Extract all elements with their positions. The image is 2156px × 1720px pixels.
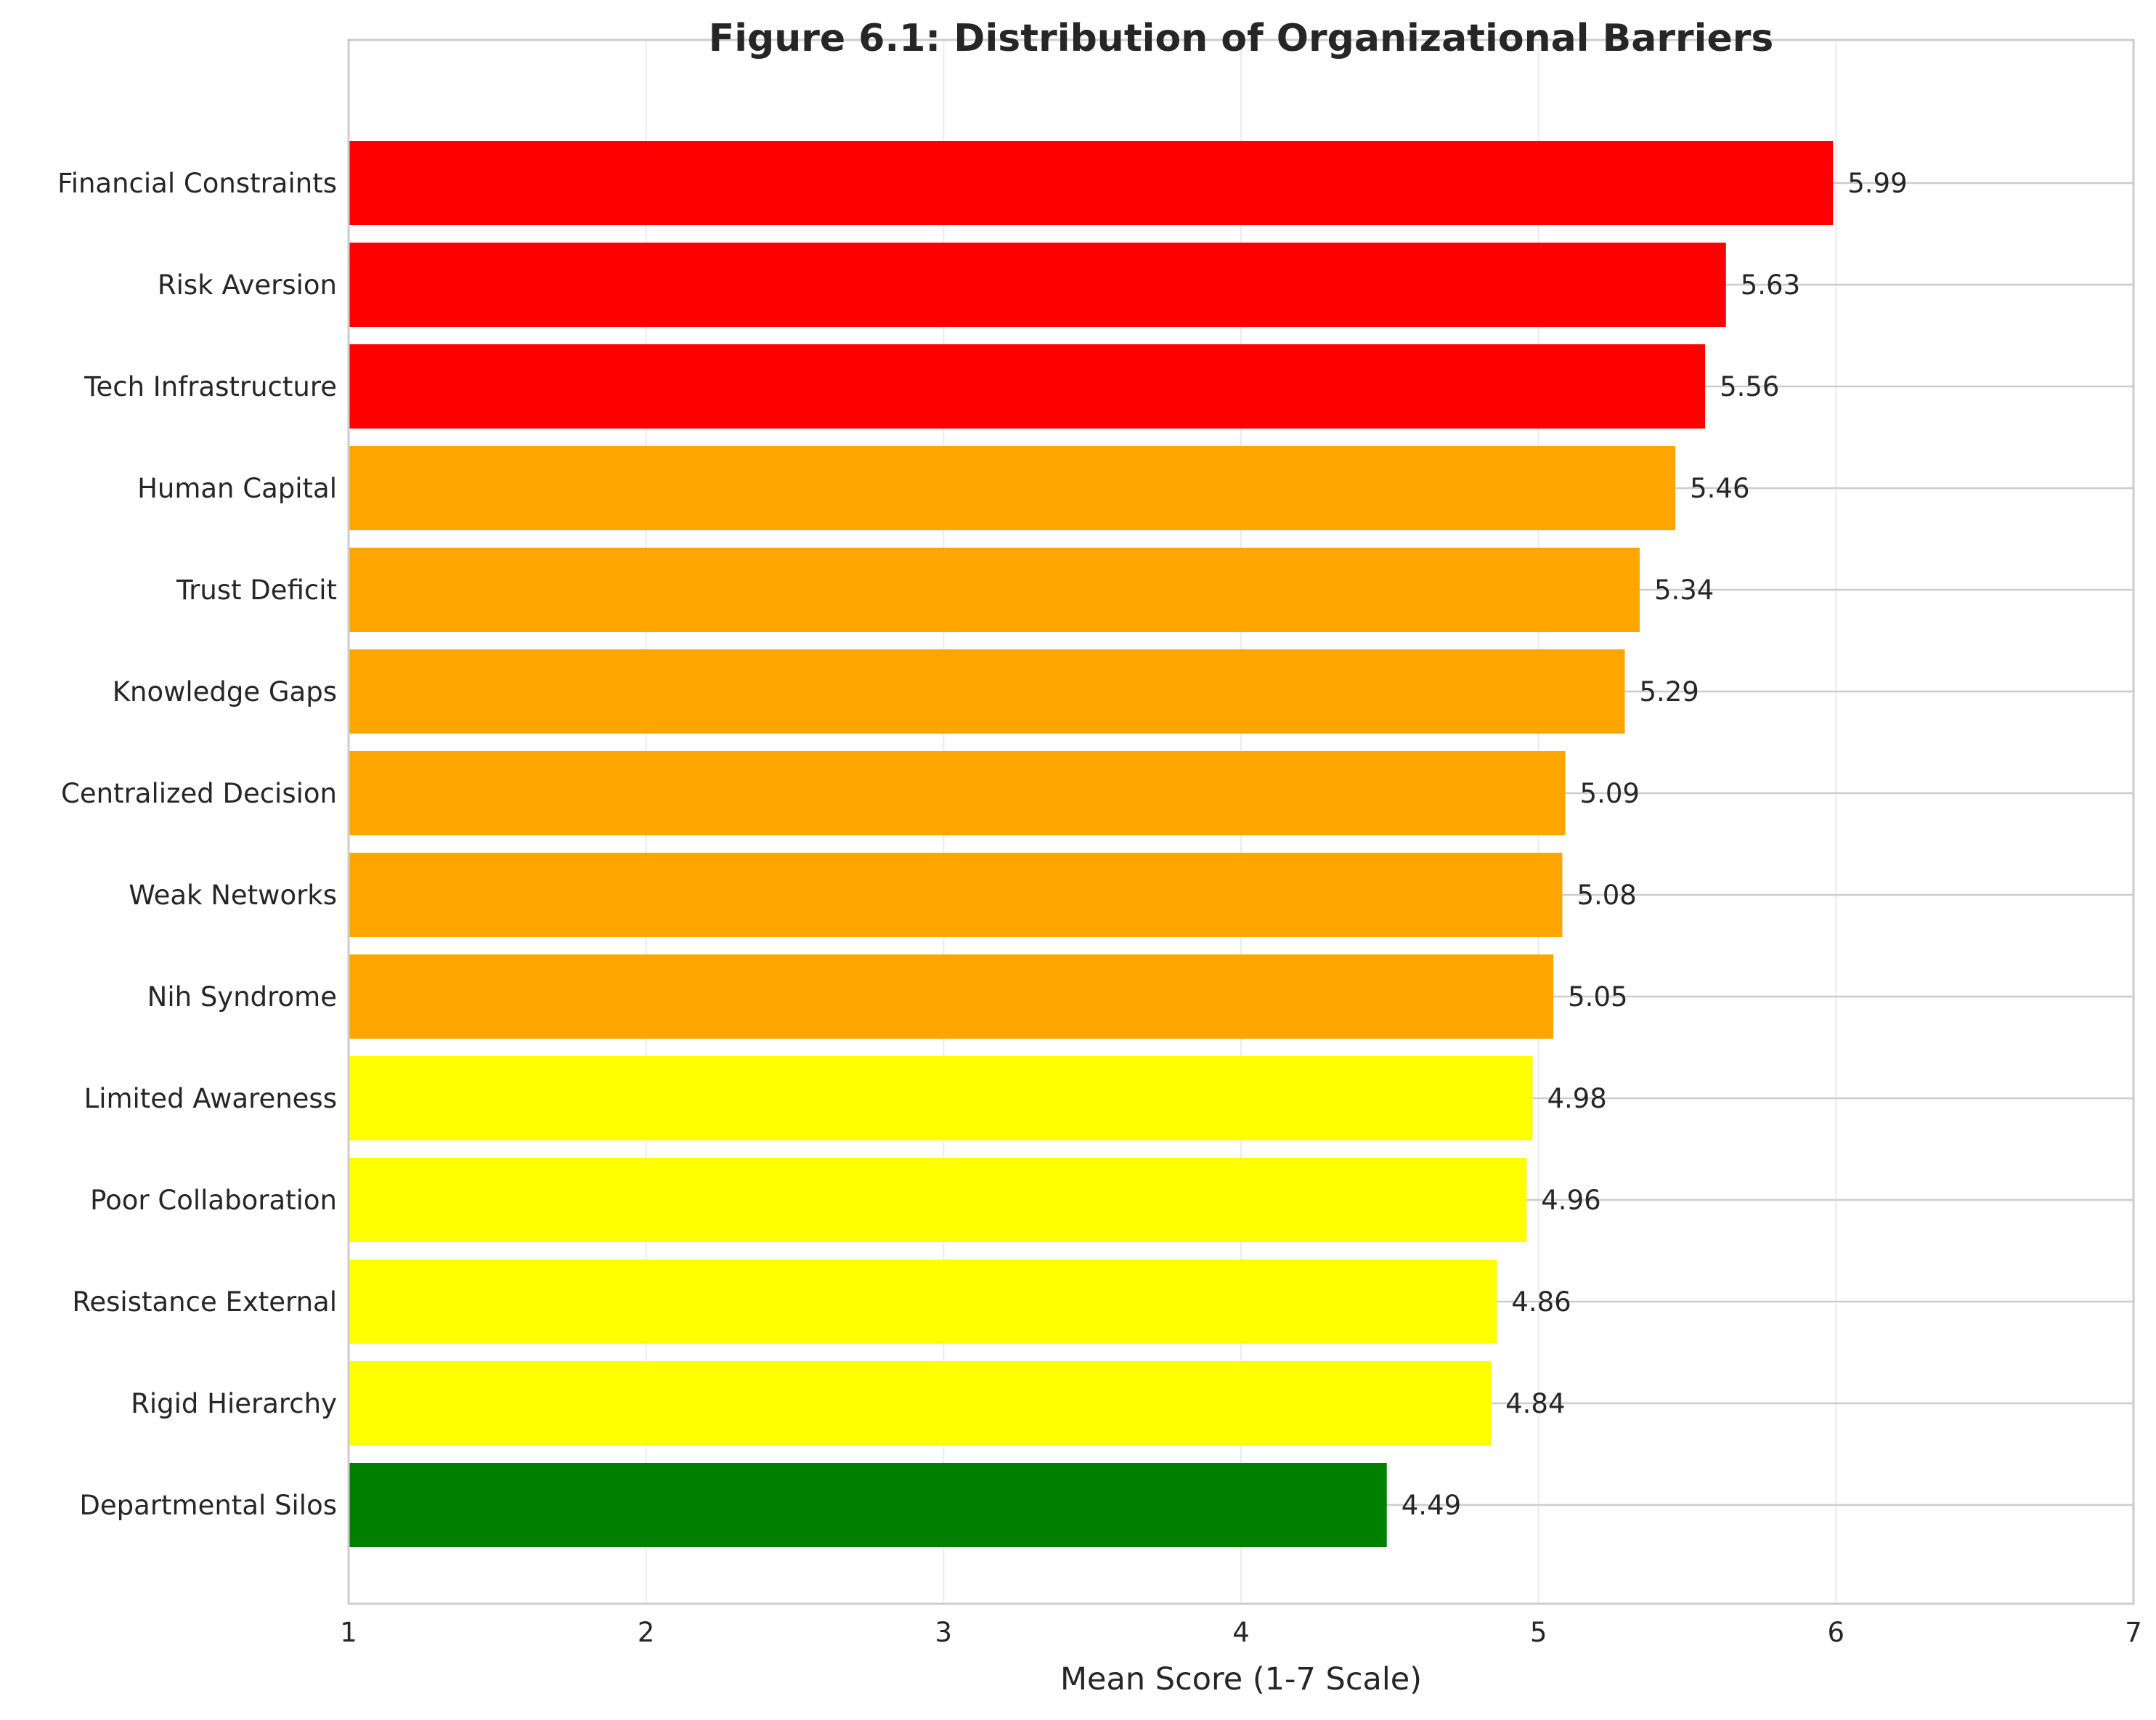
x-tick-label: 5: [1530, 1617, 1547, 1648]
bar-value-label: 4.84: [1505, 1388, 1565, 1419]
y-tick-label: Departmental Silos: [79, 1490, 337, 1521]
bar: [349, 1463, 1387, 1547]
bar: [349, 1158, 1527, 1242]
y-tick-label: Trust Deficit: [176, 575, 337, 606]
x-tick-label: 7: [2125, 1617, 2142, 1648]
y-tick-label: Resistance External: [72, 1286, 337, 1318]
label-layer: 5.99 5.63 5.56 5.46 5.34 5.29 5.09 5.08 5.05 4.98…: [1402, 168, 1908, 1521]
y-tick-label: Centralized Decision: [61, 778, 337, 809]
plot-frame: [347, 38, 2135, 1605]
bar-value-label: 5.05: [1568, 981, 1627, 1013]
bar-value-label: 5.09: [1580, 778, 1640, 809]
bar-value-label: 4.86: [1511, 1286, 1571, 1318]
bar: [349, 141, 1834, 225]
y-tick-label: Human Capital: [137, 473, 337, 504]
bar: [349, 853, 1563, 937]
y-tick-label: Nih Syndrome: [147, 981, 337, 1013]
bar-value-label: 5.08: [1577, 880, 1636, 911]
bar-value-label: 5.34: [1654, 575, 1714, 606]
bar-value-label: 5.56: [1720, 371, 1779, 402]
axes-frame: [347, 38, 2135, 1605]
y-tick-label: Poor Collaboration: [90, 1185, 337, 1216]
bar: [349, 446, 1676, 530]
bar-value-label: 4.49: [1402, 1490, 1461, 1521]
bar-value-label: 4.96: [1541, 1185, 1600, 1216]
y-tick-label: Tech Infrastructure: [84, 371, 337, 402]
x-tick-label: 1: [340, 1617, 357, 1648]
chart-title: Figure 6.1: Distribution of Organization…: [709, 17, 1774, 60]
bar: [349, 751, 1566, 835]
bar: [349, 1361, 1492, 1445]
bar-layer: [349, 141, 1834, 1547]
bar: [349, 954, 1554, 1039]
bar: [349, 548, 1640, 632]
tick-layer: 1 2 3 4 5 6 7 Financial Constraints Risk Aversio…: [57, 168, 2142, 1648]
bar: [349, 1056, 1533, 1140]
bar-value-label: 5.99: [1847, 168, 1907, 199]
y-tick-label: Risk Aversion: [158, 269, 337, 301]
bar-value-label: 5.63: [1741, 269, 1800, 301]
y-tick-label: Weak Networks: [129, 880, 337, 911]
x-tick-label: 2: [638, 1617, 655, 1648]
y-tick-label: Rigid Hierarchy: [131, 1388, 337, 1419]
bar: [349, 649, 1625, 734]
x-tick-label: 3: [935, 1617, 953, 1648]
y-tick-label: Financial Constraints: [57, 168, 337, 199]
bar: [349, 243, 1726, 327]
bar: [349, 344, 1706, 429]
bar-value-label: 5.46: [1690, 473, 1749, 504]
x-tick-label: 4: [1232, 1617, 1250, 1648]
bar-value-label: 4.98: [1547, 1083, 1606, 1114]
bar-value-label: 5.29: [1639, 676, 1699, 707]
x-tick-label: 6: [1828, 1617, 1845, 1648]
y-tick-label: Knowledge Gaps: [113, 676, 337, 707]
y-tick-label: Limited Awareness: [84, 1083, 337, 1114]
bar: [349, 1259, 1497, 1344]
x-axis-label: Mean Score (1-7 Scale): [1060, 1661, 1422, 1697]
